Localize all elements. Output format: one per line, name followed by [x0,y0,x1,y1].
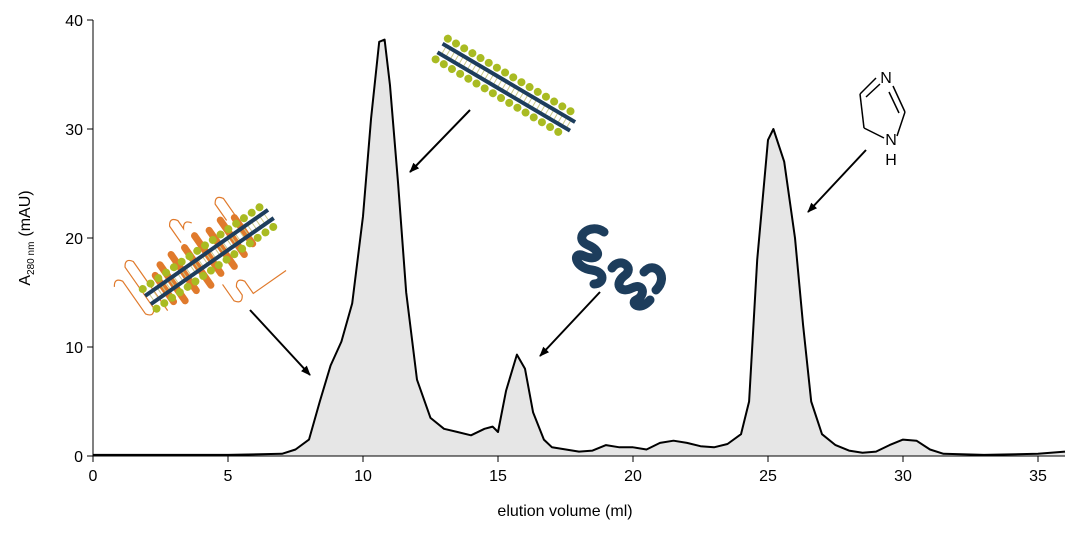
atom-label: N [885,132,897,149]
plot: 0 10 20 30 40 0 5 10 15 20 25 30 35 [65,13,1066,485]
y-tick-label: 0 [74,449,83,466]
x-tick-label: 15 [489,468,507,485]
arrow [409,109,471,173]
x-tick-label: 20 [624,468,642,485]
x-tick-label: 35 [1029,468,1047,485]
y-tick-label: 10 [65,340,83,357]
y-tick-label: 30 [65,122,83,139]
x-tick-label: 25 [759,468,777,485]
y-label-unit: (mAU) [17,190,34,236]
arrow [249,309,311,376]
arrow [539,291,601,357]
x-tick-label: 0 [89,468,98,485]
x-axis-label: elution volume (ml) [497,503,632,520]
x-tick-label: 5 [224,468,233,485]
arrows [249,109,867,376]
x-tick-label: 30 [894,468,912,485]
y-label-main: A [17,275,34,286]
y-tick-label: 20 [65,231,83,248]
fibril-icon [431,34,583,141]
decorated-fibril-icon [113,196,287,316]
atom-label: N [880,70,892,87]
y-label-sub: 280 nm [26,242,37,275]
atom-label: H [885,152,897,169]
y-tick-label: 40 [65,13,83,30]
trace-line [93,38,1066,456]
y-axis-label: A280 nm (mAU) [17,190,37,285]
imidazole-icon [859,77,906,139]
arrow [807,149,867,213]
protein-icon [572,224,666,311]
x-tick-label: 10 [354,468,372,485]
